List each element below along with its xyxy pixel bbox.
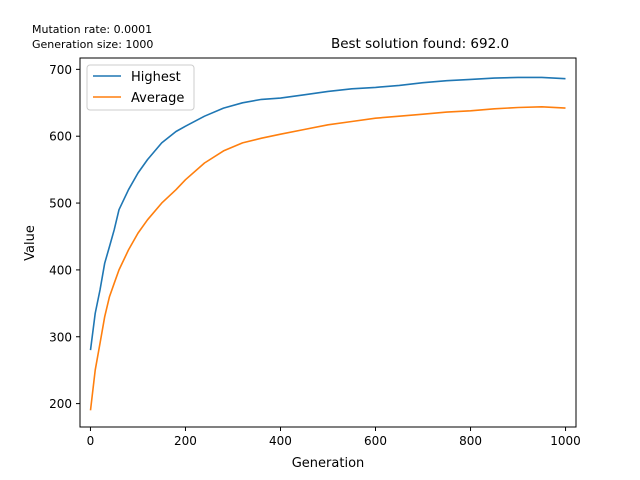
y-tick-label: 400 (49, 263, 72, 277)
x-tick-label: 400 (269, 434, 292, 448)
series-line-highest (89, 76, 566, 351)
legend-label-highest: Highest (131, 70, 181, 85)
x-tick-label: 0 (87, 434, 95, 448)
x-tick-label: 200 (174, 434, 197, 448)
legend: Highest Average (86, 64, 195, 111)
series-line-average (89, 106, 566, 411)
y-axis-label: Value (23, 225, 38, 261)
chart-title: Best solution found: 692.0 (331, 36, 509, 52)
axes-frame (79, 57, 577, 428)
y-tick-label: 600 (49, 130, 72, 144)
y-tick-label: 200 (49, 397, 72, 411)
legend-label-average: Average (131, 91, 184, 106)
y-axis-ticks: 200 300 400 500 600 700 (49, 63, 80, 411)
x-axis-label: Generation (292, 456, 365, 471)
x-axis-ticks: 0 200 400 600 800 1000 (87, 427, 581, 448)
generation-size-annotation: Generation size: 1000 (32, 38, 153, 51)
y-tick-label: 500 (49, 197, 72, 211)
x-tick-label: 800 (459, 434, 482, 448)
y-tick-label: 700 (49, 63, 72, 77)
plot-lines (89, 76, 566, 411)
x-tick-label: 1000 (550, 434, 581, 448)
x-tick-label: 600 (364, 434, 387, 448)
y-tick-label: 300 (49, 330, 72, 344)
mutation-rate-annotation: Mutation rate: 0.0001 (32, 23, 152, 36)
